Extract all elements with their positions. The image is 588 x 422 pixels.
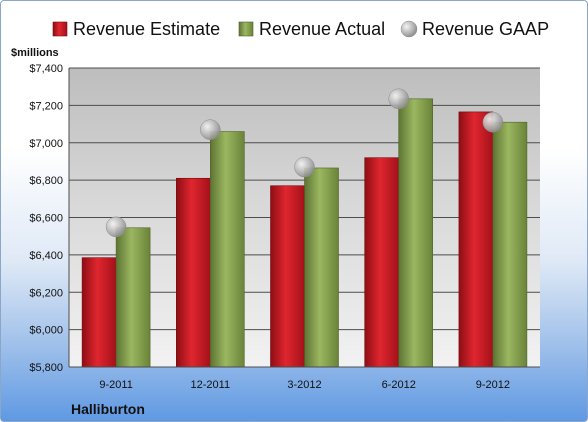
marker-revenue-gaap [200,119,221,140]
legend-label: Revenue Estimate [73,19,220,39]
y-axis-unit-label: $millions [11,47,59,59]
x-tick-label: 6-2012 [382,379,416,391]
company-label: Halliburton [71,401,145,417]
y-tick-label: $6,600 [29,213,63,225]
bar-revenue-estimate [458,111,494,368]
y-tick-label: $6,200 [29,287,63,299]
y-axis-ticks: $5,800 $6,000 $6,200 $6,400 $6,600 $6,800 $7,0… [29,63,63,374]
marker-revenue-gaap [294,156,315,178]
y-tick-label: $5,800 [29,362,63,374]
x-tick-label: 9-2012 [476,379,510,391]
x-tick-label: 12-2011 [191,379,231,391]
y-tick-label: $6,800 [29,175,63,187]
marker-revenue-gaap [388,88,409,110]
bar-revenue-estimate [176,177,211,368]
y-tick-label: $6,000 [29,325,63,337]
bar-revenue-actual [115,227,151,368]
y-tick-label: $6,400 [29,250,63,262]
bar-revenue-actual [210,131,245,368]
bar-revenue-actual [304,167,339,368]
legend-swatch-revenue-gaap [400,20,418,38]
bar-revenue-estimate [270,185,305,368]
y-tick-label: $7,200 [29,100,63,112]
marker-revenue-gaap [105,216,127,238]
x-tick-label: 9-2011 [99,379,132,391]
x-axis-ticks: 9-2011 12-2011 3-2012 6-2012 9-2012 [99,379,510,391]
legend: Revenue Estimate Revenue Actual Revenue GA… [52,19,549,39]
x-tick-label: 3-2012 [287,379,321,391]
y-tick-label: $7,000 [29,138,63,150]
marker-revenue-gaap [482,111,504,133]
y-tick-label: $7,400 [29,63,63,75]
plot-area [68,67,540,368]
bar-revenue-actual [398,98,434,368]
legend-label: Revenue GAAP [422,19,549,39]
legend-swatch-revenue-actual [238,21,254,37]
legend-label: Revenue Actual [259,19,385,39]
bar-revenue-actual [492,121,528,368]
bar-revenue-estimate [364,157,400,368]
bar-revenue-estimate [81,257,117,368]
legend-swatch-revenue-estimate [52,21,68,37]
